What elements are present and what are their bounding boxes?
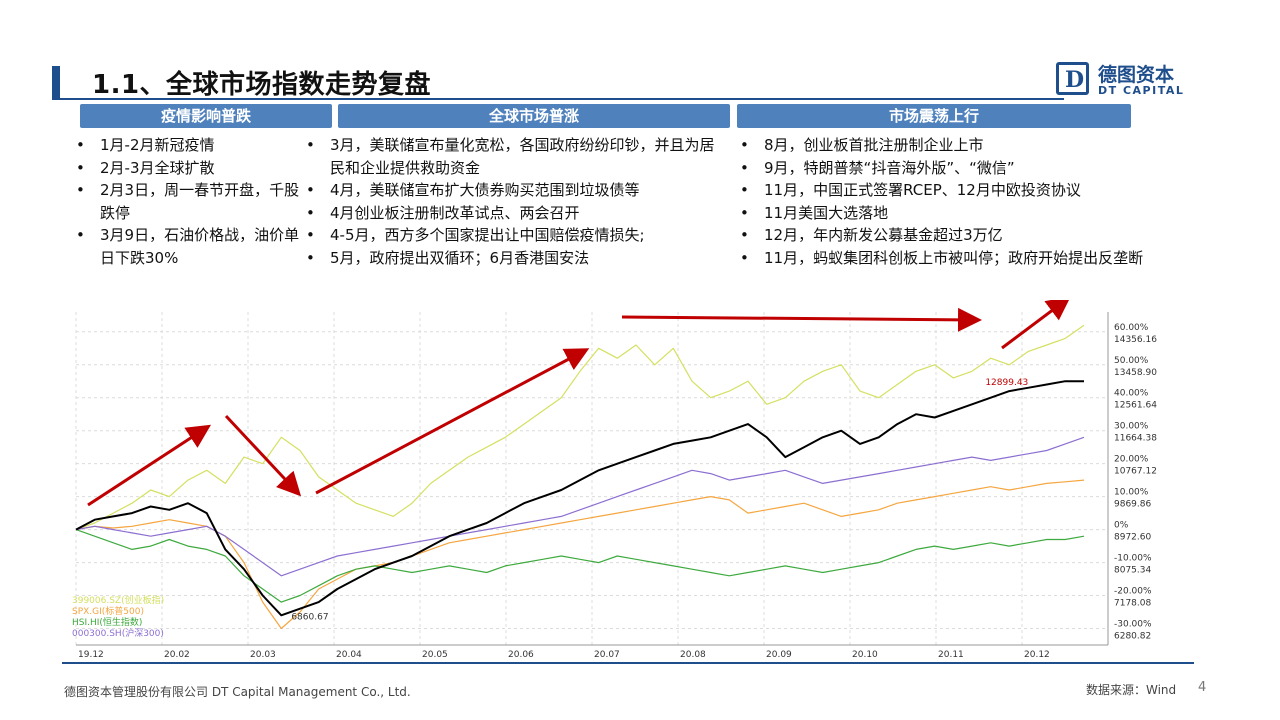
x-tick-label: 20.03 bbox=[250, 650, 276, 660]
legend-entry: 000300.SH(沪深300) bbox=[72, 627, 164, 639]
y-tick-label-pct: -20.00% bbox=[1114, 587, 1152, 597]
y-tick-label-pct: 40.00% bbox=[1114, 389, 1149, 399]
list-item: 11月美国大选落地 bbox=[738, 202, 1168, 225]
y-tick-label-pct: -30.00% bbox=[1114, 620, 1152, 630]
trend-arrow bbox=[621, 307, 982, 332]
x-tick-label: 20.08 bbox=[680, 650, 706, 660]
trend-arrow bbox=[224, 414, 302, 497]
y-tick-label-level: 13458.90 bbox=[1114, 368, 1157, 378]
y-tick-label-level: 12561.64 bbox=[1114, 401, 1157, 411]
y-tick-label-pct: 60.00% bbox=[1114, 323, 1149, 333]
phase-list-volatile: 8月，创业板首批注册制企业上市 9月，特朗普禁“抖音海外版”、“微信” 11月，… bbox=[738, 134, 1168, 269]
list-item: 8月，创业板首批注册制企业上市 bbox=[738, 134, 1168, 157]
list-item: 11月，中国正式签署RCEP、12月中欧投资协议 bbox=[738, 179, 1168, 202]
series-line-spx bbox=[75, 479, 1085, 630]
y-tick-label-pct: 0% bbox=[1114, 521, 1129, 531]
list-item: 4-5月，西方多个国家提出让中国赔偿疫情损失; bbox=[304, 224, 724, 247]
low-point-label: 6860.67 bbox=[291, 612, 328, 622]
x-tick-label: 20.11 bbox=[938, 650, 964, 660]
y-tick-label-pct: 50.00% bbox=[1114, 356, 1149, 366]
phase-header-rally: 全球市场普涨 bbox=[338, 104, 730, 128]
footer-source: 数据来源：Wind bbox=[1086, 683, 1177, 697]
y-tick-label-level: 6280.82 bbox=[1114, 632, 1151, 642]
list-item: 3月9日，石油价格战，油价单日下跌30% bbox=[74, 224, 304, 269]
trend-arrow bbox=[1001, 300, 1071, 350]
y-tick-label-pct: -10.00% bbox=[1114, 554, 1152, 564]
list-item: 1月-2月新冠疫情 bbox=[74, 134, 304, 157]
y-tick-label-level: 14356.16 bbox=[1114, 335, 1157, 345]
dt-capital-logo: D 德图资本 DT CAPITAL bbox=[1056, 62, 1236, 98]
x-tick-label: 20.10 bbox=[852, 650, 878, 660]
list-item: 4月创业板注册制改革试点、两会召开 bbox=[304, 202, 724, 225]
series-line-hsi bbox=[75, 529, 1085, 603]
logo-english-name: DT CAPITAL bbox=[1098, 84, 1185, 97]
list-item: 11月，蚂蚁集团科创板上市被叫停；政府开始提出反垄断 bbox=[738, 247, 1168, 270]
trend-arrow bbox=[87, 424, 212, 507]
list-item: 3月，美联储宣布量化宽松，各国政府纷纷印钞，并且为居民和企业提供救助资金 bbox=[304, 134, 724, 179]
list-item: 2月3日，周一春节开盘，千股跌停 bbox=[74, 179, 304, 224]
x-tick-label: 20.07 bbox=[594, 650, 620, 660]
y-tick-label-pct: 30.00% bbox=[1114, 422, 1149, 432]
page-title: 1.1、全球市场指数走势复盘 bbox=[92, 70, 432, 100]
footer-company: 德图资本管理股份有限公司 DT Capital Management Co., … bbox=[64, 685, 411, 699]
high-point-label: 12899.43 bbox=[985, 378, 1028, 388]
y-tick-label-level: 10767.12 bbox=[1114, 467, 1157, 477]
y-tick-label-level: 8075.34 bbox=[1114, 566, 1151, 576]
x-tick-label: 20.02 bbox=[164, 650, 190, 660]
series-line-main bbox=[75, 380, 1084, 617]
list-item: 9月，特朗普禁“抖音海外版”、“微信” bbox=[738, 157, 1168, 180]
series-line-csi300 bbox=[75, 436, 1085, 577]
footer-divider bbox=[62, 662, 1194, 664]
legend-entry: 399006.SZ(创业板指) bbox=[72, 594, 164, 606]
list-item: 5月，政府提出双循环；6月香港国安法 bbox=[304, 247, 724, 270]
phase-list-decline: 1月-2月新冠疫情 2月-3月全球扩散 2月3日，周一春节开盘，千股跌停 3月9… bbox=[74, 134, 304, 269]
y-tick-label-level: 9869.86 bbox=[1114, 500, 1151, 510]
title-underline bbox=[52, 98, 1064, 100]
y-tick-label-pct: 20.00% bbox=[1114, 455, 1149, 465]
logo-mark-icon: D bbox=[1056, 62, 1089, 95]
series-line-gem bbox=[75, 324, 1085, 531]
phase-header-volatile: 市场震荡上行 bbox=[737, 104, 1131, 128]
index-line-chart: 19.12 20.02 20.03 20.04 20.05 20.06 20.07 20.08… bbox=[0, 300, 1280, 670]
x-tick-label: 19.12 bbox=[78, 650, 104, 660]
x-tick-label: 20.09 bbox=[766, 650, 792, 660]
y-tick-label-level: 7178.08 bbox=[1114, 599, 1151, 609]
y-tick-label-pct: 10.00% bbox=[1114, 488, 1149, 498]
y-tick-label-level: 8972.60 bbox=[1114, 533, 1151, 543]
x-tick-label: 20.06 bbox=[508, 650, 534, 660]
x-tick-label: 20.05 bbox=[422, 650, 448, 660]
phase-header-decline: 疫情影响普跌 bbox=[80, 104, 332, 128]
list-item: 4月，美联储宣布扩大债券购买范围到垃圾债等 bbox=[304, 179, 724, 202]
x-tick-label: 20.12 bbox=[1024, 650, 1050, 660]
page-number: 4 bbox=[1198, 680, 1207, 695]
logo-letter: D bbox=[1065, 67, 1085, 93]
x-tick-label: 20.04 bbox=[336, 650, 362, 660]
logo-chinese-name: 德图资本 bbox=[1098, 64, 1175, 86]
list-item: 12月，年内新发公募基金超过3万亿 bbox=[738, 224, 1168, 247]
y-tick-label-level: 11664.38 bbox=[1114, 434, 1157, 444]
list-item: 2月-3月全球扩散 bbox=[74, 157, 304, 180]
legend-entry: HSI.HI(恒生指数) bbox=[72, 616, 142, 628]
title-accent-bar bbox=[52, 66, 60, 98]
legend-entry: SPX.GI(标普500) bbox=[72, 605, 144, 617]
trend-arrow bbox=[315, 348, 590, 495]
phase-list-rally: 3月，美联储宣布量化宽松，各国政府纷纷印钞，并且为居民和企业提供救助资金 4月，… bbox=[304, 134, 724, 269]
